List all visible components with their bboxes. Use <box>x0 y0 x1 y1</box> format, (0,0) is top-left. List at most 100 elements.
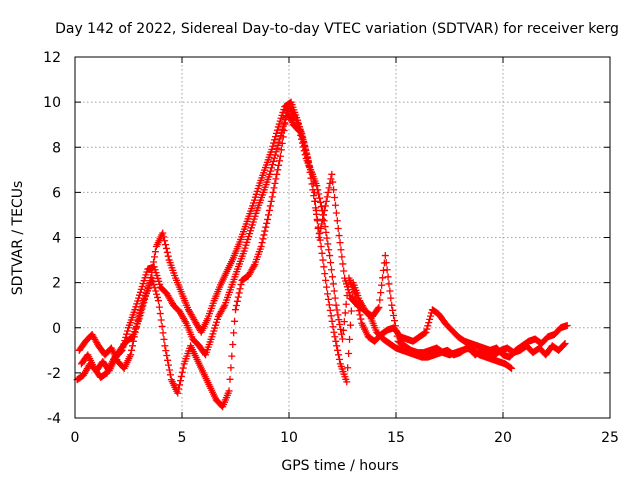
data-point-dense <box>316 194 324 202</box>
data-point-dense <box>339 326 347 334</box>
data-point <box>317 243 325 251</box>
data-point <box>508 364 516 372</box>
data-point-dense <box>331 201 339 209</box>
data-point-dense <box>327 259 335 267</box>
data-point-dense <box>141 295 149 303</box>
x-tick-label: 15 <box>387 430 405 446</box>
data-point-dense <box>425 319 433 327</box>
data-point-dense <box>162 347 170 355</box>
data-point-dense <box>269 157 277 165</box>
data-point-dense <box>157 316 165 324</box>
data-point-dense <box>346 321 354 329</box>
data-point-dense <box>427 312 435 320</box>
data-point-dense <box>277 146 285 154</box>
data-point-dense <box>150 281 158 289</box>
data-point-dense <box>331 194 339 202</box>
data-point-dense <box>160 233 168 241</box>
data-point-dense <box>270 154 278 162</box>
data-point-dense <box>300 147 308 155</box>
data-point-dense <box>322 197 330 205</box>
data-point-dense <box>382 259 390 267</box>
data-point-dense <box>275 138 283 146</box>
data-point <box>343 378 351 386</box>
x-axis-label: GPS time / hours <box>281 458 398 474</box>
data-point-dense <box>309 179 317 187</box>
data-point-dense <box>384 273 392 281</box>
data-point-dense <box>250 262 258 270</box>
data-point-dense <box>301 151 309 159</box>
data-point-dense <box>160 335 168 343</box>
data-point-dense <box>333 306 341 314</box>
data-point-dense <box>560 341 568 349</box>
data-point-dense <box>390 312 398 320</box>
data-point <box>388 301 396 309</box>
data-point <box>330 328 338 336</box>
y-tick-label: -4 <box>47 411 61 427</box>
data-point-dense <box>329 280 337 288</box>
data-point-dense <box>294 119 302 127</box>
data-point-dense <box>334 311 342 319</box>
data-point-dense <box>233 297 241 305</box>
data-point <box>296 127 304 135</box>
data-point-dense <box>389 306 397 314</box>
data-point <box>351 290 359 298</box>
data-point <box>294 116 302 124</box>
data-point <box>135 315 143 323</box>
data-point-dense <box>338 330 346 338</box>
data-point-dense <box>128 342 136 350</box>
data-point-dense <box>298 135 306 143</box>
data-point <box>339 335 346 343</box>
data-point-dense <box>330 186 338 194</box>
data-point-dense <box>385 280 393 288</box>
data-point-dense <box>150 258 158 266</box>
data-point-dense <box>386 287 394 295</box>
data-point <box>334 224 342 232</box>
data-point-dense <box>151 248 159 256</box>
y-tick-label: 6 <box>52 185 61 201</box>
data-point <box>232 306 239 314</box>
data-point-dense <box>374 305 382 313</box>
data-point <box>324 290 332 298</box>
data-point-dense <box>340 267 348 275</box>
data-point <box>266 170 274 178</box>
data-point-dense <box>234 293 242 301</box>
data-point-dense <box>324 295 332 303</box>
data-point-dense <box>316 198 324 206</box>
data-point-dense <box>335 351 343 359</box>
data-point-dense <box>299 143 307 151</box>
data-point-dense <box>338 253 346 261</box>
data-point <box>276 152 284 160</box>
data-point-dense <box>383 266 391 274</box>
data-point-dense <box>315 190 323 198</box>
data-point-dense <box>128 346 136 354</box>
data-point-dense <box>178 368 186 376</box>
data-point-dense <box>298 139 306 147</box>
data-point-dense <box>335 316 343 324</box>
data-point-dense <box>231 317 239 325</box>
data-point <box>159 229 167 237</box>
data-point-dense <box>323 234 331 242</box>
data-point-dense <box>263 219 271 227</box>
y-tick-label: 12 <box>43 50 61 66</box>
data-point-dense <box>177 372 185 380</box>
x-tick-label: 0 <box>71 430 80 446</box>
data-point-dense <box>344 364 352 372</box>
y-tick-label: 4 <box>52 231 61 247</box>
data-point-dense <box>281 120 289 128</box>
data-point <box>225 387 233 395</box>
data-point-dense <box>325 301 333 309</box>
data-point <box>154 297 162 305</box>
data-point-dense <box>138 305 146 313</box>
data-point-dense <box>377 289 385 297</box>
y-tick-label: 0 <box>52 321 61 337</box>
data-point-dense <box>356 311 364 319</box>
x-tick-label: 10 <box>280 430 298 446</box>
data-point-dense <box>295 126 303 134</box>
data-point-dense <box>335 355 343 363</box>
data-point-dense <box>272 133 280 141</box>
data-point-dense <box>181 318 189 326</box>
data-point-dense <box>136 312 144 320</box>
data-point-dense <box>339 260 347 268</box>
data-point <box>148 274 156 282</box>
data-point-dense <box>274 141 282 149</box>
